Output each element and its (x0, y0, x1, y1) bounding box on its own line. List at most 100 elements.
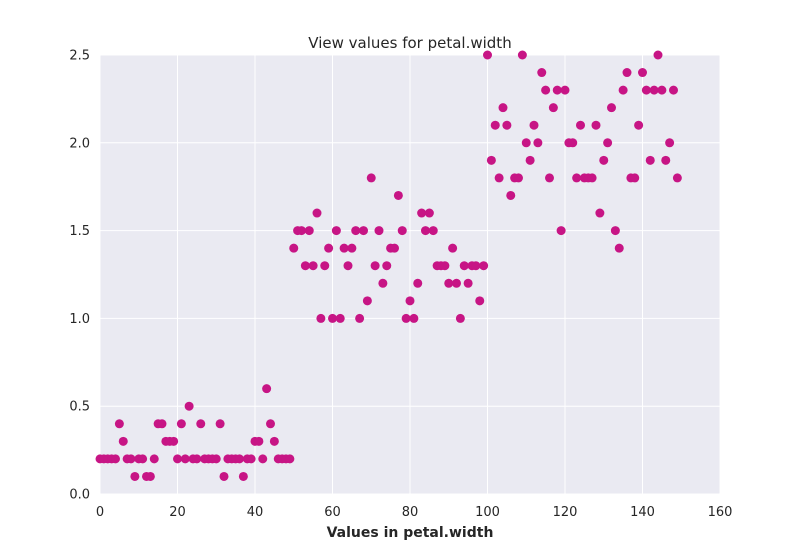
data-point (173, 454, 182, 464)
data-point (331, 226, 341, 236)
data-point (514, 173, 523, 183)
data-point (370, 261, 380, 271)
data-point (618, 85, 628, 95)
data-point (568, 138, 578, 148)
data-point (347, 243, 357, 253)
data-point (587, 173, 597, 183)
data-point (672, 173, 682, 183)
data-point (359, 226, 368, 236)
data-point (486, 155, 496, 165)
data-point (390, 243, 399, 253)
data-point (541, 85, 551, 95)
data-point (366, 173, 376, 183)
data-point (490, 120, 500, 130)
data-point (576, 120, 585, 130)
data-point (603, 138, 613, 148)
data-point (630, 173, 640, 183)
data-point (374, 226, 384, 236)
data-point (479, 261, 489, 271)
data-point (428, 226, 438, 236)
data-points (95, 50, 682, 481)
data-point (138, 454, 148, 464)
data-point (649, 85, 659, 95)
data-point (506, 190, 516, 200)
data-point (545, 173, 554, 183)
x-tick-label: 160 (708, 505, 733, 520)
data-point (641, 85, 651, 95)
data-point (169, 436, 179, 446)
data-point (269, 436, 279, 446)
y-tick-label: 1.0 (69, 312, 90, 327)
data-point (180, 454, 190, 464)
data-point (614, 243, 624, 253)
data-point (130, 471, 140, 481)
data-point (149, 454, 159, 464)
grid-lines (99, 54, 721, 495)
data-point (572, 173, 582, 183)
data-point (440, 261, 450, 271)
data-point (475, 296, 485, 306)
data-point (483, 50, 492, 60)
data-point (304, 226, 314, 236)
data-point (455, 313, 465, 323)
x-tick-label: 60 (324, 505, 341, 520)
x-tick-label: 0 (96, 505, 104, 520)
data-point (448, 243, 458, 253)
data-point (335, 313, 345, 323)
data-point (351, 226, 361, 236)
data-point (393, 190, 403, 200)
data-point (657, 85, 667, 95)
data-point (258, 454, 268, 464)
x-tick-labels: 0 20 40 60 80 100 120 140 160 (96, 505, 733, 520)
y-tick-label: 2.5 (69, 49, 90, 64)
data-point (316, 313, 326, 323)
data-point (238, 471, 248, 481)
data-point (401, 313, 411, 323)
data-point (176, 419, 186, 429)
data-point (452, 278, 461, 288)
data-point (211, 454, 221, 464)
data-point (126, 454, 136, 464)
x-tick-label: 120 (553, 505, 578, 520)
data-point (308, 261, 318, 271)
data-point (653, 50, 663, 60)
data-point (320, 261, 330, 271)
data-point (669, 85, 678, 95)
data-point (157, 419, 167, 429)
y-tick-label: 0.5 (69, 400, 90, 415)
data-point (378, 278, 388, 288)
data-point (463, 278, 473, 288)
data-point (517, 50, 527, 60)
data-point (362, 296, 372, 306)
data-point (591, 120, 601, 130)
data-point (424, 208, 434, 218)
data-point (289, 243, 299, 253)
data-point (235, 454, 244, 464)
data-point (622, 68, 632, 78)
data-point (111, 454, 120, 464)
data-point (533, 138, 543, 148)
data-point (537, 68, 547, 78)
data-point (312, 208, 322, 218)
data-point (421, 226, 430, 236)
data-point (145, 471, 155, 481)
data-point (192, 454, 202, 464)
data-point (219, 471, 229, 481)
data-point (254, 436, 264, 446)
data-point (413, 278, 423, 288)
data-point (285, 454, 295, 464)
data-point (297, 226, 306, 236)
data-point (638, 68, 647, 78)
data-point (525, 155, 535, 165)
y-tick-label: 1.5 (69, 224, 90, 239)
x-tick-label: 140 (630, 505, 655, 520)
data-point (645, 155, 655, 165)
data-point (118, 436, 128, 446)
data-point (184, 401, 194, 411)
x-tick-label: 20 (169, 505, 186, 520)
x-tick-label: 100 (475, 505, 500, 520)
data-point (343, 261, 353, 271)
data-point (521, 138, 531, 148)
data-point (634, 120, 644, 130)
